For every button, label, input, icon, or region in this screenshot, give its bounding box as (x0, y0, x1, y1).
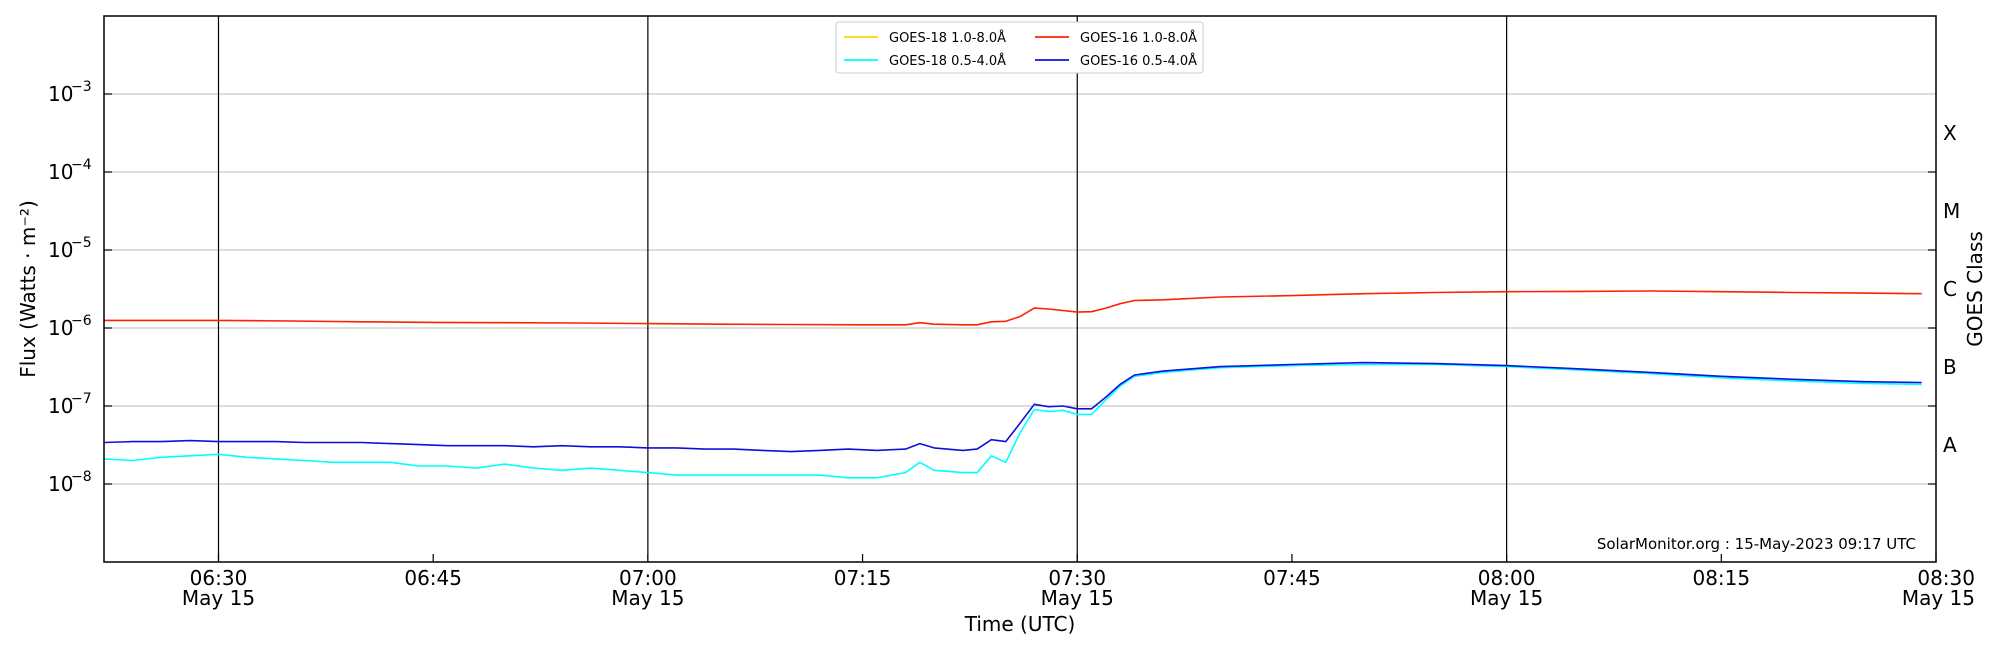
y-tick-label: 10 (48, 472, 73, 496)
legend-label: GOES-18 0.5-4.0Å (889, 53, 1006, 69)
x-tick-date-label: May 15 (182, 586, 255, 610)
x-tick-date-label: May 15 (611, 586, 684, 610)
x-tick-label: 08:30 (1917, 566, 1975, 590)
goes-class-labels: A B C M X (1928, 121, 1960, 485)
goes-class-label: A (1943, 433, 1957, 457)
goes-class-label: X (1943, 121, 1957, 145)
legend-label: GOES-16 1.0-8.0Å (1080, 30, 1197, 46)
time-marker-lines (217, 16, 1508, 562)
x-tick-label: 07:00 (619, 566, 677, 590)
x-tick-label: 07:45 (1263, 566, 1321, 590)
y-tick-exponent: −4 (71, 157, 92, 173)
goes-class-label: M (1943, 199, 1960, 223)
y-tick-exponent: −7 (71, 391, 92, 407)
y-tick-exponent: −8 (71, 469, 92, 485)
legend-label: GOES-18 1.0-8.0Å (889, 30, 1006, 46)
y-tick-label: 10 (48, 82, 73, 106)
legend-label: GOES-16 0.5-4.0Å (1080, 53, 1197, 69)
x-tick-label: 07:15 (834, 566, 892, 590)
y-axis-label: Flux (Watts · m⁻²) (16, 200, 40, 378)
y-axis-ticks: 10−810−710−610−510−410−3 (48, 79, 112, 496)
legend: GOES-18 1.0-8.0Å GOES-18 0.5-4.0Å GOES-16 … (835, 21, 1204, 74)
x-tick-date-label: May 15 (1470, 586, 1543, 610)
series-line-1 (103, 361, 1922, 453)
x-tick-date-label: May 15 (1902, 586, 1975, 610)
y-tick-label: 10 (48, 316, 73, 340)
y-tick-label: 10 (48, 238, 73, 262)
x-tick-label: 08:00 (1478, 566, 1536, 590)
x-axis-label: Time (UTC) (964, 612, 1076, 636)
series-line-0 (103, 363, 1922, 479)
y-tick-exponent: −3 (71, 79, 92, 95)
source-timestamp: SolarMonitor.org : 15-May-2023 09:17 UTC (1597, 535, 1916, 553)
y-tick-label: 10 (48, 160, 73, 184)
y-tick-exponent: −5 (71, 235, 92, 251)
y-tick-label: 10 (48, 394, 73, 418)
goes-class-label: B (1943, 355, 1957, 379)
series-line-2 (104, 290, 1922, 326)
legend-box (835, 21, 1204, 74)
x-tick-label: 06:45 (404, 566, 462, 590)
x-tick-label: 07:30 (1048, 566, 1106, 590)
gridlines (104, 93, 1936, 485)
plot-frame (103, 15, 1937, 563)
x-tick-date-label: May 15 (1041, 586, 1114, 610)
goes-class-label: C (1943, 277, 1957, 301)
x-tick-label: 08:15 (1692, 566, 1750, 590)
y-tick-exponent: −6 (71, 313, 92, 329)
goes-class-axis-label: GOES Class (1963, 231, 1987, 347)
x-tick-label: 06:30 (190, 566, 248, 590)
series-layer (103, 290, 1922, 479)
